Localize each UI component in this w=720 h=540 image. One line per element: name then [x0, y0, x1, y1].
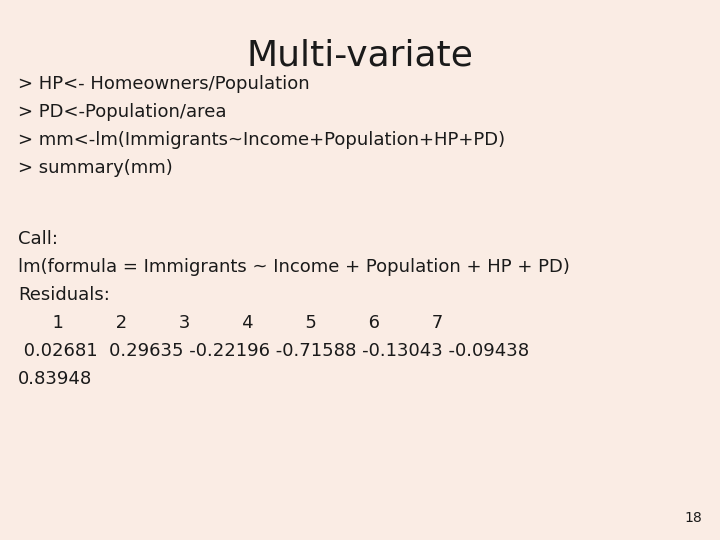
- Text: Residuals:: Residuals:: [18, 286, 110, 304]
- Text: Call:: Call:: [18, 230, 58, 248]
- Text: > PD<-Population/area: > PD<-Population/area: [18, 103, 227, 121]
- Text: > HP<- Homeowners/Population: > HP<- Homeowners/Population: [18, 75, 310, 93]
- Text: 0.83948: 0.83948: [18, 370, 92, 388]
- Text: lm(formula = Immigrants ~ Income + Population + HP + PD): lm(formula = Immigrants ~ Income + Popul…: [18, 258, 570, 276]
- Text: 0.02681  0.29635 -0.22196 -0.71588 -0.13043 -0.09438: 0.02681 0.29635 -0.22196 -0.71588 -0.130…: [18, 342, 529, 360]
- Text: Multi-variate: Multi-variate: [246, 38, 474, 72]
- Text: > mm<-lm(Immigrants~Income+Population+HP+PD): > mm<-lm(Immigrants~Income+Population+HP…: [18, 131, 505, 149]
- Text: 18: 18: [684, 511, 702, 525]
- Text: 1         2         3         4         5         6         7: 1 2 3 4 5 6 7: [18, 314, 444, 332]
- Text: > summary(mm): > summary(mm): [18, 159, 173, 177]
